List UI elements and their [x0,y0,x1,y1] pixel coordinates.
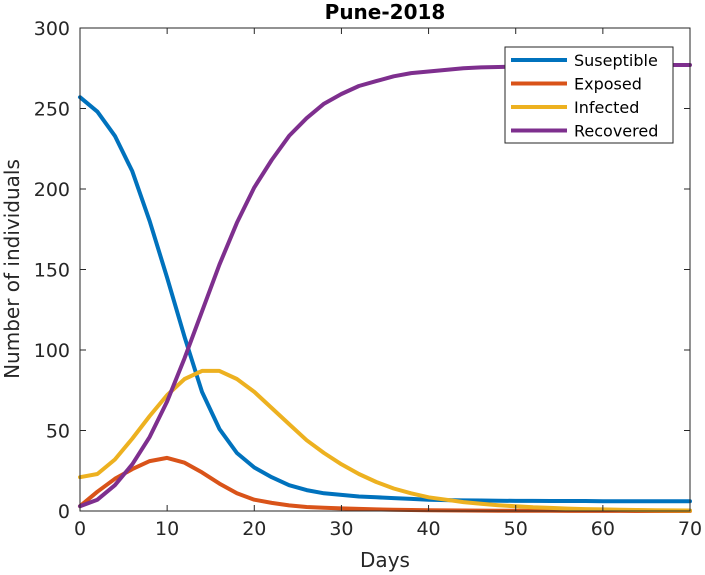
legend-label-recovered: Recovered [574,122,658,141]
x-tick-label: 0 [74,518,86,540]
y-tick-label: 250 [34,99,70,121]
x-tick-label: 60 [591,518,615,540]
plot-frame [79,27,691,512]
x-tick-label: 10 [155,518,179,540]
tick-layer: 0 10 20 30 40 50 60 70 0 50 100 150 200 250 300 [34,18,702,540]
y-tick-label: 50 [46,421,70,443]
series-line-suseptible [78,95,692,504]
x-tick-label: 40 [416,518,440,540]
legend-label-infected: Infected [574,98,639,117]
chart-title: Pune-2018 [325,0,446,24]
legend-label-exposed: Exposed [574,75,642,94]
legend: Suseptible Exposed Infected Recovered [504,46,674,144]
legend-box [504,46,674,144]
y-axis-title: Number of individuals [0,159,24,379]
series-layer [78,63,692,513]
y-tick-label: 150 [34,260,70,282]
y-tick-label: 300 [34,18,70,40]
y-tick-label: 0 [58,501,70,523]
x-tick-label: 70 [678,518,702,540]
x-tick-label: 30 [329,518,353,540]
x-tick-label: 20 [242,518,266,540]
y-tick-label: 200 [34,179,70,201]
x-axis-title: Days [360,548,410,572]
series-line-infected [78,368,692,513]
y-tick-label: 100 [34,340,70,362]
x-tick-label: 50 [504,518,528,540]
legend-label-suseptible: Suseptible [574,51,658,70]
